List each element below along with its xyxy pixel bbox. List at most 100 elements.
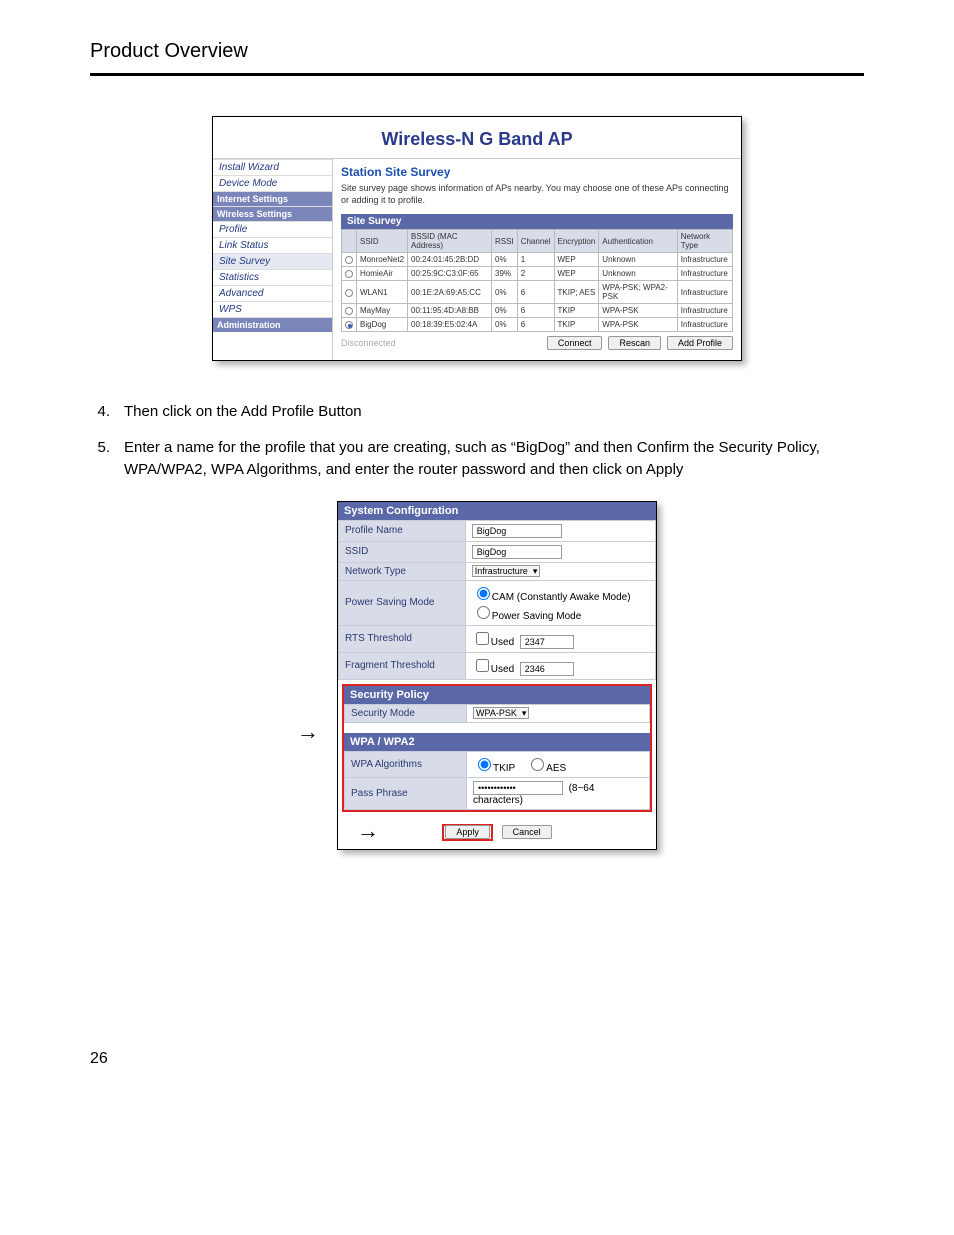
power-saving-label: Power Saving Mode bbox=[339, 580, 466, 625]
table-cell: 39% bbox=[492, 267, 518, 281]
screenshot-site-survey: Wireless-N G Band AP Install WizardDevic… bbox=[212, 116, 742, 361]
system-config-header: System Configuration bbox=[338, 502, 656, 520]
security-mode-select[interactable]: WPA-PSK ▾ bbox=[473, 707, 529, 719]
nav-item[interactable]: Device Mode bbox=[213, 175, 332, 191]
content-title: Station Site Survey bbox=[341, 165, 733, 179]
page-number: 26 bbox=[90, 1050, 864, 1068]
rts-used-checkbox[interactable]: Used bbox=[472, 637, 514, 648]
table-cell: Infrastructure bbox=[677, 253, 732, 267]
table-cell: WLAN1 bbox=[357, 281, 408, 304]
nav-item[interactable]: Site Survey bbox=[213, 253, 332, 269]
row-radio[interactable] bbox=[345, 270, 353, 278]
row-radio[interactable] bbox=[345, 256, 353, 264]
security-mode-label: Security Mode bbox=[345, 704, 467, 722]
nav-item[interactable]: WPS bbox=[213, 301, 332, 317]
table-cell: Infrastructure bbox=[677, 267, 732, 281]
fragment-value-input[interactable] bbox=[520, 662, 574, 676]
nav-item[interactable]: Administration bbox=[213, 317, 332, 332]
cancel-button[interactable]: Cancel bbox=[502, 825, 552, 839]
row-radio[interactable] bbox=[345, 307, 353, 315]
table-cell: WPA-PSK; WPA2-PSK bbox=[599, 281, 677, 304]
nav-item[interactable]: Profile bbox=[213, 221, 332, 237]
table-cell: Unknown bbox=[599, 267, 677, 281]
nav-item[interactable]: Install Wizard bbox=[213, 159, 332, 175]
tkip-radio[interactable]: TKIP bbox=[473, 763, 515, 774]
table-row[interactable]: BigDog00:18:39:E5:02:4A0%6TKIPWPA-PSKInf… bbox=[342, 318, 733, 332]
table-row[interactable]: HomieAir00:25:9C:C3:0F:6539%2WEPUnknownI… bbox=[342, 267, 733, 281]
security-policy-header: Security Policy bbox=[344, 686, 650, 704]
connect-button[interactable]: Connect bbox=[547, 336, 603, 350]
network-type-select[interactable]: Infrastructure ▾ bbox=[472, 565, 541, 577]
table-cell: 0% bbox=[492, 304, 518, 318]
apply-button[interactable]: Apply bbox=[445, 825, 490, 839]
pass-phrase-input[interactable] bbox=[473, 781, 563, 795]
cam-radio[interactable]: CAM (Constantly Awake Mode) bbox=[472, 592, 631, 603]
rts-label: RTS Threshold bbox=[339, 625, 466, 652]
table-cell: Infrastructure bbox=[677, 318, 732, 332]
nav-item[interactable]: Internet Settings bbox=[213, 191, 332, 206]
table-cell: Unknown bbox=[599, 253, 677, 267]
ssid-input[interactable] bbox=[472, 545, 562, 559]
content-description: Site survey page shows information of AP… bbox=[341, 183, 733, 206]
rescan-button[interactable]: Rescan bbox=[608, 336, 661, 350]
table-cell: 2 bbox=[517, 267, 554, 281]
divider bbox=[90, 73, 864, 76]
table-cell: WPA-PSK bbox=[599, 304, 677, 318]
table-cell: 6 bbox=[517, 304, 554, 318]
table-cell: TKIP bbox=[554, 318, 599, 332]
table-cell: MayMay bbox=[357, 304, 408, 318]
rts-value-input[interactable] bbox=[520, 635, 574, 649]
security-highlight-box: Security Policy Security Mode WPA-PSK ▾ … bbox=[342, 684, 652, 812]
system-config-table: Profile Name SSID Network Type Infrastru… bbox=[338, 520, 656, 680]
nav-item[interactable]: Statistics bbox=[213, 269, 332, 285]
step-text: Then click on the Add Profile Button bbox=[124, 401, 864, 423]
ssid-label: SSID bbox=[339, 541, 466, 562]
table-cell: 6 bbox=[517, 318, 554, 332]
table-cell: Infrastructure bbox=[677, 304, 732, 318]
table-header bbox=[342, 230, 357, 253]
row-radio[interactable] bbox=[345, 289, 353, 297]
add-profile-button[interactable]: Add Profile bbox=[667, 336, 733, 350]
table-row[interactable]: WLAN100:1E:2A:69:A5:CC0%6TKIP; AESWPA-PS… bbox=[342, 281, 733, 304]
site-survey-table: SSIDBSSID (MAC Address)RSSIChannelEncryp… bbox=[341, 229, 733, 332]
screenshot-system-config: System Configuration Profile Name SSID N… bbox=[337, 501, 657, 850]
network-type-label: Network Type bbox=[339, 562, 466, 580]
table-cell: BigDog bbox=[357, 318, 408, 332]
table-cell: 0% bbox=[492, 253, 518, 267]
nav-item[interactable]: Link Status bbox=[213, 237, 332, 253]
table-cell: WEP bbox=[554, 253, 599, 267]
arrow-icon: → bbox=[357, 818, 379, 844]
nav-item[interactable]: Wireless Settings bbox=[213, 206, 332, 221]
table-cell: 00:25:9C:C3:0F:65 bbox=[408, 267, 492, 281]
table-cell: 0% bbox=[492, 318, 518, 332]
nav-item[interactable]: Advanced bbox=[213, 285, 332, 301]
site-survey-header: Site Survey bbox=[341, 214, 733, 229]
table-header: Network Type bbox=[677, 230, 732, 253]
pass-phrase-label: Pass Phrase bbox=[345, 777, 467, 809]
table-header: Encryption bbox=[554, 230, 599, 253]
table-cell: TKIP bbox=[554, 304, 599, 318]
status-disconnected: Disconnected bbox=[341, 338, 396, 348]
table-cell: HomieAir bbox=[357, 267, 408, 281]
table-header: SSID bbox=[357, 230, 408, 253]
table-cell: TKIP; AES bbox=[554, 281, 599, 304]
aes-radio[interactable]: AES bbox=[526, 763, 566, 774]
table-cell: 00:1E:2A:69:A5:CC bbox=[408, 281, 492, 304]
psm-radio[interactable]: Power Saving Mode bbox=[472, 611, 582, 622]
profile-name-input[interactable] bbox=[472, 524, 562, 538]
step-number: 4. bbox=[90, 401, 110, 423]
step-number: 5. bbox=[90, 437, 110, 481]
table-cell: WPA-PSK bbox=[599, 318, 677, 332]
row-radio[interactable] bbox=[345, 321, 353, 329]
table-cell: 6 bbox=[517, 281, 554, 304]
table-header: BSSID (MAC Address) bbox=[408, 230, 492, 253]
sidebar-nav: Install WizardDevice ModeInternet Settin… bbox=[213, 159, 333, 360]
table-header: RSSI bbox=[492, 230, 518, 253]
table-row[interactable]: MonroeNet200:24:01:45:2B:DD0%1WEPUnknown… bbox=[342, 253, 733, 267]
step-text: Enter a name for the profile that you ar… bbox=[124, 437, 864, 481]
table-cell: 0% bbox=[492, 281, 518, 304]
fragment-used-checkbox[interactable]: Used bbox=[472, 664, 514, 675]
table-row[interactable]: MayMay00:11:95:4D:A8:BB0%6TKIPWPA-PSKInf… bbox=[342, 304, 733, 318]
table-cell: MonroeNet2 bbox=[357, 253, 408, 267]
table-cell: 00:11:95:4D:A8:BB bbox=[408, 304, 492, 318]
